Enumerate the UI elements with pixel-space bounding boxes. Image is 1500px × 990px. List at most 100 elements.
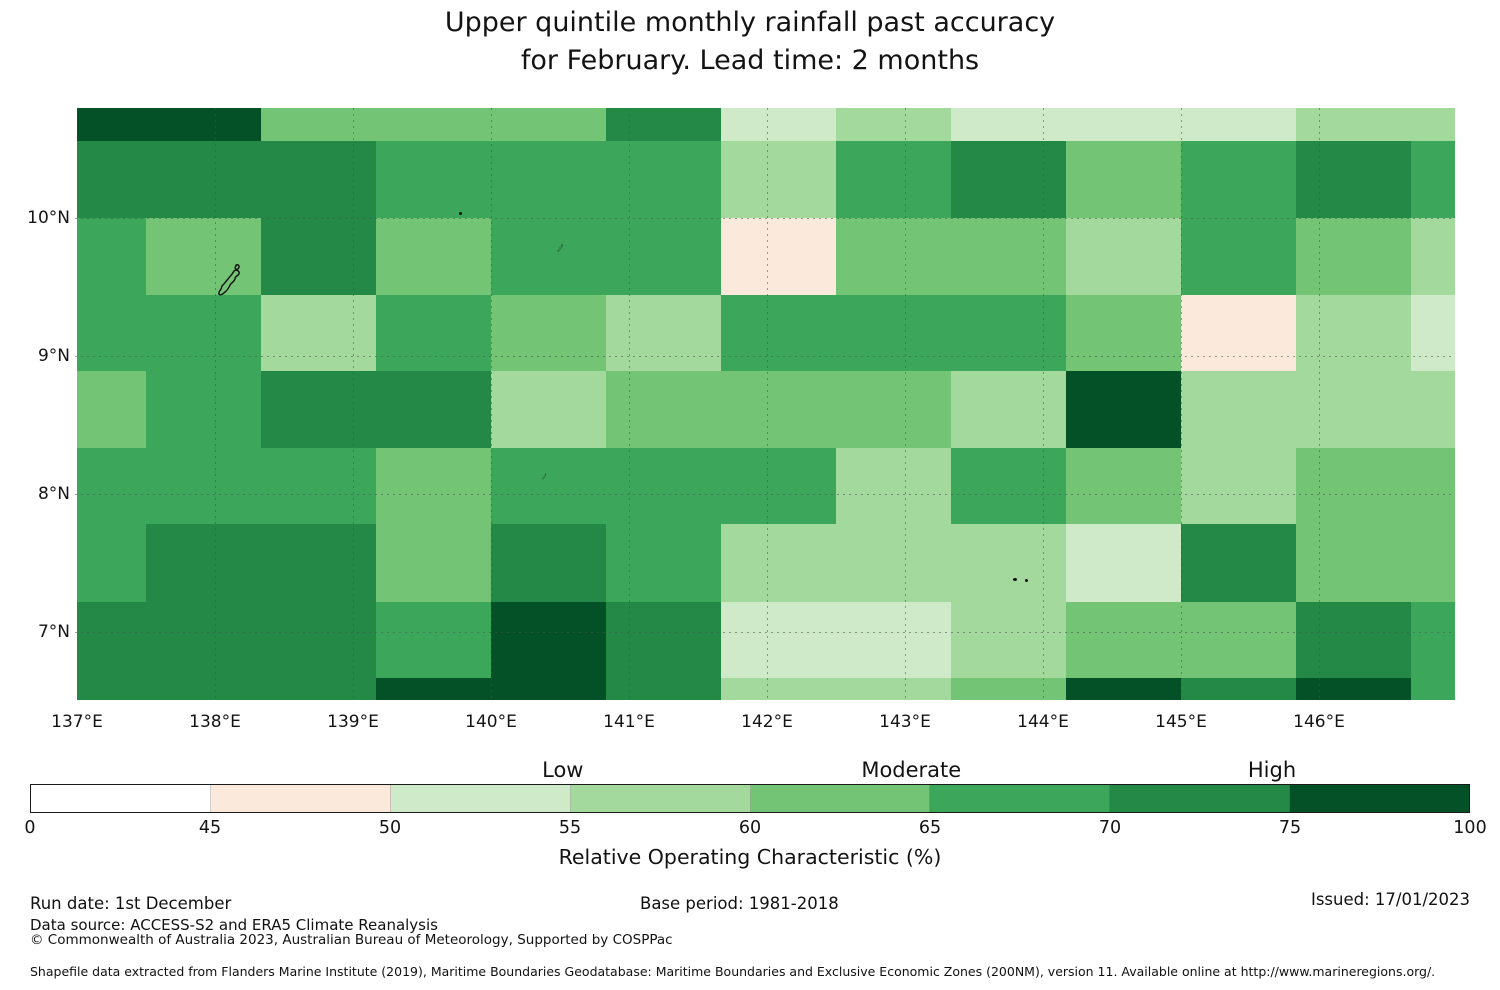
heatmap-cell: [260, 108, 377, 141]
heatmap-cell: [260, 601, 377, 678]
heatmap-cell: [1066, 524, 1181, 602]
colorbar-segment: [1110, 785, 1291, 812]
heatmap-cell: [491, 448, 606, 525]
heatmap-cell: [1411, 371, 1455, 449]
heatmap-cell: [146, 295, 261, 372]
heatmap-cell: [836, 140, 951, 218]
heatmap-cell: [260, 524, 377, 602]
heatmap-cell: [1295, 371, 1412, 449]
heatmap: [75, 108, 1455, 700]
heatmap-cell: [721, 140, 836, 218]
heatmap-cell: [146, 108, 261, 141]
x-tick-label: 142°E: [741, 712, 793, 732]
heatmap-cell: [376, 448, 491, 525]
heatmap-cell: [1181, 448, 1296, 525]
heatmap-cell: [376, 371, 491, 449]
colorbar-tick-label: 0: [24, 818, 36, 838]
chart-title-line1: Upper quintile monthly rainfall past acc…: [444, 7, 1056, 38]
heatmap-cell: [1295, 601, 1412, 678]
heatmap-cell: [1181, 108, 1296, 141]
colorbar-tick-label: 65: [918, 818, 942, 838]
x-tick-label: 145°E: [1155, 712, 1207, 732]
heatmap-cell: [1066, 140, 1181, 218]
heatmap-cell: [1181, 524, 1296, 602]
x-tick-label: 140°E: [465, 712, 517, 732]
heatmap-cell: [1181, 677, 1296, 700]
y-tick-label: 8°N: [37, 484, 70, 504]
heatmap-cell: [491, 140, 606, 218]
heatmap-cell: [950, 371, 1067, 449]
heatmap-cell: [950, 601, 1067, 678]
colorbar-tick-label: 45: [198, 818, 222, 838]
heatmap-cell: [146, 524, 261, 602]
heatmap-cell: [77, 108, 146, 141]
heatmap-cell: [1295, 677, 1412, 700]
heatmap-cell: [260, 140, 377, 218]
heatmap-cell: [260, 218, 377, 296]
heatmap-cell: [836, 218, 951, 296]
heatmap-cell: [1411, 108, 1455, 141]
colorbar-segment: [31, 785, 211, 812]
heatmap-cell: [1181, 218, 1296, 296]
heatmap-cell: [950, 524, 1067, 602]
heatmap-cell: [605, 448, 722, 525]
graticule-line: [75, 632, 1455, 633]
heatmap-cell: [77, 524, 146, 602]
heatmap-cell: [146, 448, 261, 525]
graticule-line: [215, 108, 216, 700]
colorbar-tick-label: 50: [378, 818, 402, 838]
heatmap-cell: [950, 218, 1067, 296]
heatmap-cell: [376, 218, 491, 296]
heatmap-cell: [1411, 218, 1455, 296]
heatmap-cell: [260, 295, 377, 372]
x-tick-label: 144°E: [1017, 712, 1069, 732]
base-period-text: Base period: 1981-2018: [640, 894, 839, 913]
heatmap-cell: [836, 371, 951, 449]
y-tick-label: 9°N: [37, 346, 70, 366]
heatmap-cell: [605, 295, 722, 372]
issued-date-text: Issued: 17/01/2023: [1310, 890, 1470, 909]
heatmap-cell: [721, 218, 836, 296]
colorbar-tick-label: 100: [1453, 818, 1487, 838]
x-tick-label: 137°E: [51, 712, 103, 732]
heatmap-cell: [605, 677, 722, 700]
heatmap-cell: [260, 677, 377, 700]
heatmap-cell: [836, 295, 951, 372]
run-date-text: Run date: 1st December: [30, 894, 232, 913]
graticule-line: [905, 108, 906, 700]
colorbar-category-label: Moderate: [861, 758, 962, 782]
heatmap-cell: [605, 108, 722, 141]
colorbar-segment: [570, 785, 751, 812]
heatmap-cell: [1181, 601, 1296, 678]
heatmap-cell: [605, 524, 722, 602]
heatmap-cell: [605, 371, 722, 449]
heatmap-cell: [950, 108, 1067, 141]
heatmap-cell: [1181, 140, 1296, 218]
heatmap-cell: [1295, 295, 1412, 372]
heatmap-cell: [721, 677, 836, 700]
heatmap-cell: [376, 295, 491, 372]
x-tick-label: 143°E: [879, 712, 931, 732]
y-tick-label: 7°N: [37, 622, 70, 642]
colorbar-category-label: High: [1247, 758, 1297, 782]
heatmap-cell: [1295, 140, 1412, 218]
colorbar-tick-label: 60: [738, 818, 762, 838]
heatmap-cell: [950, 677, 1067, 700]
data-source-text: Data source: ACCESS-S2 and ERA5 Climate …: [30, 916, 438, 934]
heatmap-cell: [491, 295, 606, 372]
heatmap-cell: [77, 140, 146, 218]
heatmap-cell: [1066, 295, 1181, 372]
heatmap-cell: [146, 140, 261, 218]
heatmap-cell: [836, 601, 951, 678]
heatmap-cell: [491, 677, 606, 700]
heatmap-cell: [77, 601, 146, 678]
heatmap-cell: [146, 218, 261, 296]
heatmap-cell: [605, 601, 722, 678]
heatmap-cell: [836, 524, 951, 602]
heatmap-cell: [77, 218, 146, 296]
heatmap-cell: [950, 140, 1067, 218]
heatmap-cell: [77, 448, 146, 525]
heatmap-cell: [146, 677, 261, 700]
heatmap-cell: [1181, 295, 1296, 372]
